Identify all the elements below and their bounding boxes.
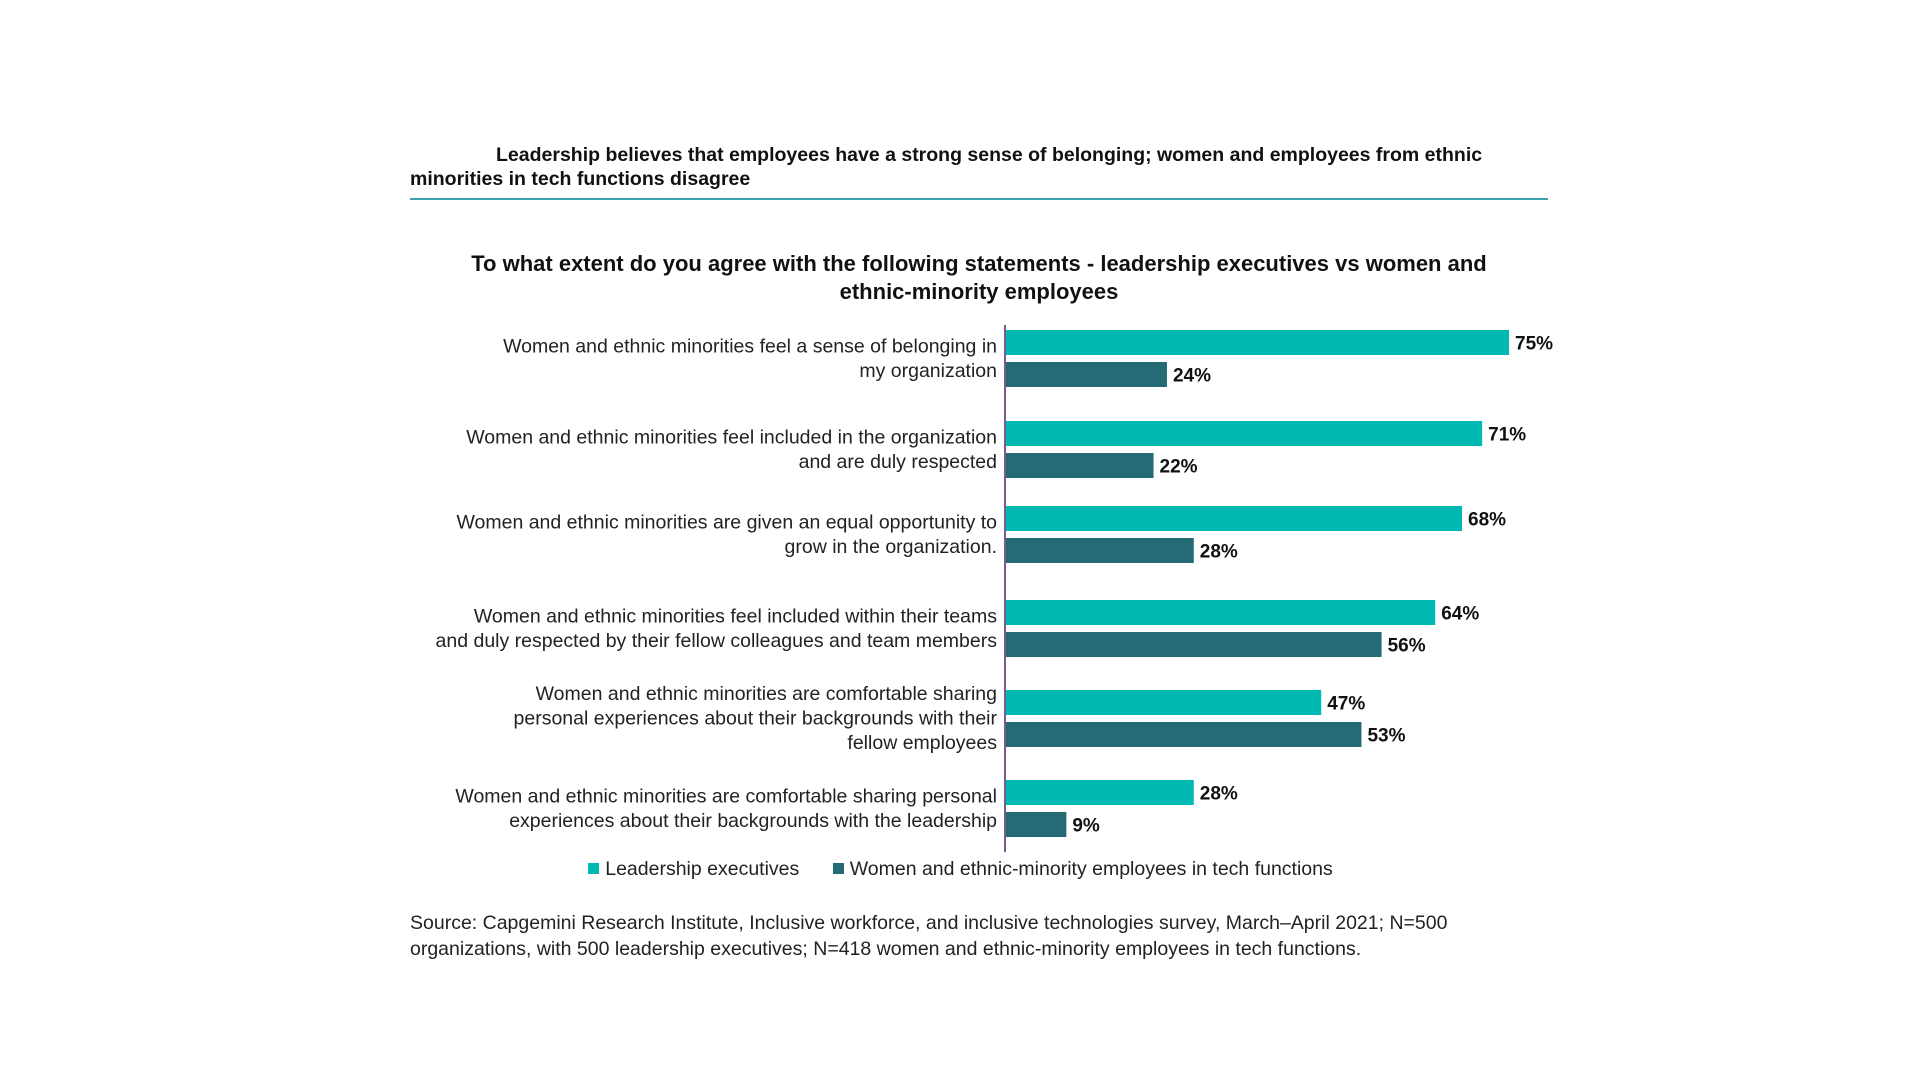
category-label: Women and ethnic minorities feel include… [436, 605, 998, 652]
chart-title: To what extent do you agree with the fol… [410, 250, 1548, 306]
source-note: Source: Capgemini Research Institute, In… [410, 910, 1510, 962]
data-label: 68% [1468, 510, 1506, 531]
legend-swatch-leadership [588, 863, 600, 874]
data-label: 28% [1200, 542, 1238, 563]
data-label: 64% [1441, 604, 1479, 625]
bar-leadership [1006, 330, 1509, 355]
bar-leadership [1006, 506, 1463, 531]
source-line-1: Source: Capgemini Research Institute, In… [410, 912, 1448, 934]
bar-leadership [1006, 600, 1436, 625]
data-label: 24% [1173, 366, 1211, 387]
bar-leadership [1006, 421, 1483, 446]
data-label: 75% [1515, 334, 1553, 355]
data-label: 71% [1488, 425, 1526, 446]
header-line-2: minorities in tech functions disagree [410, 168, 751, 190]
legend-label-leadership: Leadership executives [605, 858, 800, 880]
bar-employees [1006, 453, 1154, 478]
data-label: 53% [1367, 726, 1405, 747]
bar-employees [1006, 362, 1167, 387]
chart-legend: Leadership executives Women and ethnic-m… [0, 858, 1921, 881]
data-label: 56% [1388, 636, 1426, 657]
figure-header: Leadership believes that employees have … [410, 143, 1548, 191]
legend-item-leadership: Leadership executives [588, 858, 799, 881]
bar-employees [1006, 722, 1362, 747]
header-line-1: Leadership believes that employees have … [496, 144, 1483, 166]
data-label: 9% [1072, 816, 1100, 837]
legend-swatch-employees [832, 863, 844, 874]
category-label: Women and ethnic minorities feel include… [466, 426, 997, 473]
bar-employees [1006, 632, 1382, 657]
category-label: Women and ethnic minorities are comforta… [514, 683, 998, 754]
legend-label-employees: Women and ethnic-minority employees in t… [849, 858, 1333, 880]
chart-title-line-1: To what extent do you agree with the fol… [471, 251, 1487, 276]
data-label: 28% [1200, 784, 1238, 805]
header-divider [410, 198, 1548, 200]
source-line-2: organizations, with 500 leadership execu… [410, 938, 1362, 960]
bar-leadership [1006, 690, 1322, 715]
category-label: Women and ethnic minorities feel a sense… [503, 335, 997, 382]
legend-item-employees: Women and ethnic-minority employees in t… [832, 858, 1333, 881]
data-label: 22% [1160, 457, 1198, 478]
data-label: 47% [1327, 694, 1365, 715]
bar-employees [1006, 812, 1067, 837]
category-label: Women and ethnic minorities are given an… [456, 511, 997, 558]
chart-title-line-2: ethnic-minority employees [839, 279, 1119, 304]
bar-employees [1006, 538, 1194, 563]
bar-leadership [1006, 780, 1194, 805]
category-label: Women and ethnic minorities are comforta… [455, 785, 997, 832]
